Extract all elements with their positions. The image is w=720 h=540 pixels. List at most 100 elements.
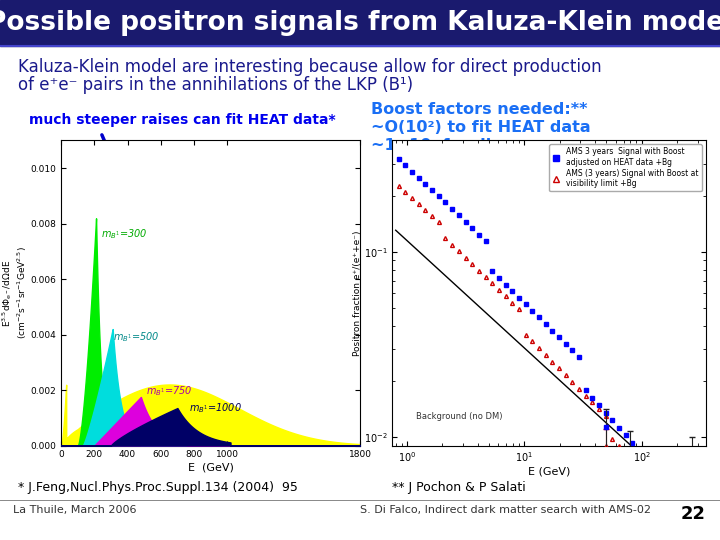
AMS (3 years) Signal with Boost at
visibility limit +Bg (601, 413, 610, 419)
Line: AMS 3 years  Signal with Boost
adjusted on HEAT data +Bg: AMS 3 years Signal with Boost adjusted o… (397, 158, 694, 512)
AMS 3 years  Signal with Boost
adjusted on HEAT data +Bg (581, 387, 590, 394)
Text: Kaluza-Klein model are interesting because allow for direct production: Kaluza-Klein model are interesting becau… (18, 58, 602, 76)
AMS (3 years) Signal with Boost at
visibility limit +Bg (441, 235, 450, 241)
AMS (3 years) Signal with Boost at
visibility limit +Bg (548, 359, 557, 365)
X-axis label: E  (GeV): E (GeV) (188, 462, 233, 472)
AMS 3 years  Signal with Boost
adjusted on HEAT data +Bg (462, 219, 470, 225)
AMS (3 years) Signal with Boost at
visibility limit +Bg (454, 248, 463, 254)
AMS (3 years) Signal with Boost at
visibility limit +Bg (688, 530, 697, 537)
AMS 3 years  Signal with Boost
adjusted on HEAT data +Bg (515, 294, 523, 301)
AMS (3 years) Signal with Boost at
visibility limit +Bg (621, 451, 630, 457)
AMS (3 years) Signal with Boost at
visibility limit +Bg (675, 515, 683, 521)
AMS 3 years  Signal with Boost
adjusted on HEAT data +Bg (688, 507, 697, 513)
AMS 3 years  Signal with Boost
adjusted on HEAT data +Bg (675, 492, 683, 498)
AMS 3 years  Signal with Boost
adjusted on HEAT data +Bg (608, 417, 616, 423)
AMS 3 years  Signal with Boost
adjusted on HEAT data +Bg (488, 268, 497, 275)
Text: ** J Pochon & P Salati: ** J Pochon & P Salati (392, 481, 526, 494)
AMS (3 years) Signal with Boost at
visibility limit +Bg (468, 261, 477, 267)
AMS (3 years) Signal with Boost at
visibility limit +Bg (428, 213, 436, 220)
AMS (3 years) Signal with Boost at
visibility limit +Bg (395, 183, 403, 189)
Text: S. Di Falco, Indirect dark matter search with AMS-02: S. Di Falco, Indirect dark matter search… (360, 505, 651, 515)
AMS (3 years) Signal with Boost at
visibility limit +Bg (462, 254, 470, 261)
AMS (3 years) Signal with Boost at
visibility limit +Bg (681, 523, 690, 529)
Legend: AMS 3 years  Signal with Boost
adjusted on HEAT data +Bg, AMS (3 years) Signal w: AMS 3 years Signal with Boost adjusted o… (549, 144, 702, 191)
AMS 3 years  Signal with Boost
adjusted on HEAT data +Bg (415, 174, 423, 181)
AMS 3 years  Signal with Boost
adjusted on HEAT data +Bg (554, 334, 563, 340)
AMS 3 years  Signal with Boost
adjusted on HEAT data +Bg (634, 447, 643, 454)
AMS (3 years) Signal with Boost at
visibility limit +Bg (662, 499, 670, 505)
AMS 3 years  Signal with Boost
adjusted on HEAT data +Bg (421, 180, 430, 187)
Text: Boost factors needed:**: Boost factors needed:** (371, 102, 588, 117)
AMS (3 years) Signal with Boost at
visibility limit +Bg (495, 287, 503, 293)
AMS (3 years) Signal with Boost at
visibility limit +Bg (642, 475, 650, 482)
AMS (3 years) Signal with Boost at
visibility limit +Bg (534, 345, 543, 352)
AMS 3 years  Signal with Boost
adjusted on HEAT data +Bg (468, 225, 477, 232)
AMS (3 years) Signal with Boost at
visibility limit +Bg (488, 280, 497, 287)
Text: $m_{B^1}$=750: $m_{B^1}$=750 (146, 384, 192, 398)
AMS (3 years) Signal with Boost at
visibility limit +Bg (401, 188, 410, 195)
AMS 3 years  Signal with Boost
adjusted on HEAT data +Bg (395, 156, 403, 163)
AMS 3 years  Signal with Boost
adjusted on HEAT data +Bg (628, 440, 636, 446)
AMS (3 years) Signal with Boost at
visibility limit +Bg (415, 201, 423, 207)
AMS (3 years) Signal with Boost at
visibility limit +Bg (654, 491, 663, 497)
AMS 3 years  Signal with Boost
adjusted on HEAT data +Bg (434, 193, 443, 199)
AMS (3 years) Signal with Boost at
visibility limit +Bg (568, 379, 577, 386)
AMS 3 years  Signal with Boost
adjusted on HEAT data +Bg (534, 314, 543, 321)
Text: of e⁺e⁻ pairs in the annihilations of the LKP (B¹): of e⁺e⁻ pairs in the annihilations of th… (18, 76, 413, 93)
AMS 3 years  Signal with Boost
adjusted on HEAT data +Bg (595, 402, 603, 409)
Text: $m_{B^1}$=500: $m_{B^1}$=500 (112, 330, 159, 344)
Text: ~O(10²) to fit HEAT data: ~O(10²) to fit HEAT data (371, 120, 590, 135)
AMS 3 years  Signal with Boost
adjusted on HEAT data +Bg (588, 395, 597, 401)
Bar (0, 0, 720, 46)
AMS 3 years  Signal with Boost
adjusted on HEAT data +Bg (501, 281, 510, 288)
AMS 3 years  Signal with Boost
adjusted on HEAT data +Bg (668, 484, 677, 491)
AMS 3 years  Signal with Boost
adjusted on HEAT data +Bg (481, 238, 490, 245)
AMS 3 years  Signal with Boost
adjusted on HEAT data +Bg (508, 288, 516, 294)
AMS 3 years  Signal with Boost
adjusted on HEAT data +Bg (428, 187, 436, 193)
AMS 3 years  Signal with Boost
adjusted on HEAT data +Bg (528, 308, 536, 314)
AMS (3 years) Signal with Boost at
visibility limit +Bg (588, 399, 597, 406)
AMS 3 years  Signal with Boost
adjusted on HEAT data +Bg (474, 232, 483, 238)
AMS (3 years) Signal with Boost at
visibility limit +Bg (615, 443, 624, 450)
AMS (3 years) Signal with Boost at
visibility limit +Bg (521, 332, 530, 338)
AMS (3 years) Signal with Boost at
visibility limit +Bg (421, 207, 430, 213)
AMS (3 years) Signal with Boost at
visibility limit +Bg (581, 393, 590, 399)
Text: $m_{B^1}$=300: $m_{B^1}$=300 (101, 227, 148, 241)
AMS (3 years) Signal with Boost at
visibility limit +Bg (501, 293, 510, 300)
AMS (3 years) Signal with Boost at
visibility limit +Bg (474, 267, 483, 274)
Text: Background (no DM): Background (no DM) (416, 412, 503, 421)
AMS (3 years) Signal with Boost at
visibility limit +Bg (575, 386, 583, 392)
AMS 3 years  Signal with Boost
adjusted on HEAT data +Bg (568, 347, 577, 354)
Text: ~1÷10  for discovery: ~1÷10 for discovery (371, 138, 561, 153)
Text: 22: 22 (680, 505, 706, 523)
AMS (3 years) Signal with Boost at
visibility limit +Bg (554, 365, 563, 372)
AMS 3 years  Signal with Boost
adjusted on HEAT data +Bg (615, 424, 624, 431)
AMS (3 years) Signal with Boost at
visibility limit +Bg (628, 459, 636, 465)
AMS (3 years) Signal with Boost at
visibility limit +Bg (434, 219, 443, 226)
AMS (3 years) Signal with Boost at
visibility limit +Bg (668, 507, 677, 513)
AMS 3 years  Signal with Boost
adjusted on HEAT data +Bg (541, 321, 550, 327)
AMS 3 years  Signal with Boost
adjusted on HEAT data +Bg (601, 409, 610, 416)
AMS 3 years  Signal with Boost
adjusted on HEAT data +Bg (575, 354, 583, 360)
AMS 3 years  Signal with Boost
adjusted on HEAT data +Bg (401, 162, 410, 168)
Y-axis label: Positron fraction e⁺/(e⁺+e⁻): Positron fraction e⁺/(e⁺+e⁻) (354, 230, 362, 356)
Y-axis label: $\mathrm{E^{3.5}d\Phi_{e^-}/d\Omega dE}$
$\mathrm{(cm^{-2}s^{-1}sr^{-1}GeV^{2.5}: $\mathrm{E^{3.5}d\Phi_{e^-}/d\Omega dE}$… (0, 246, 29, 340)
Text: * J.Feng,Nucl.Phys.Proc.Suppl.134 (2004)  95: * J.Feng,Nucl.Phys.Proc.Suppl.134 (2004)… (18, 481, 298, 494)
AMS (3 years) Signal with Boost at
visibility limit +Bg (448, 241, 456, 248)
AMS 3 years  Signal with Boost
adjusted on HEAT data +Bg (454, 212, 463, 219)
AMS 3 years  Signal with Boost
adjusted on HEAT data +Bg (441, 199, 450, 206)
Text: much steeper raises can fit HEAT data*: much steeper raises can fit HEAT data* (29, 113, 336, 127)
AMS 3 years  Signal with Boost
adjusted on HEAT data +Bg (408, 168, 416, 175)
AMS 3 years  Signal with Boost
adjusted on HEAT data +Bg (681, 500, 690, 506)
Text: La Thuile, March 2006: La Thuile, March 2006 (13, 505, 137, 515)
AMS (3 years) Signal with Boost at
visibility limit +Bg (408, 195, 416, 201)
AMS (3 years) Signal with Boost at
visibility limit +Bg (508, 300, 516, 306)
AMS (3 years) Signal with Boost at
visibility limit +Bg (595, 406, 603, 413)
AMS 3 years  Signal with Boost
adjusted on HEAT data +Bg (562, 340, 570, 347)
AMS (3 years) Signal with Boost at
visibility limit +Bg (648, 483, 657, 489)
AMS (3 years) Signal with Boost at
visibility limit +Bg (608, 435, 616, 442)
AMS 3 years  Signal with Boost
adjusted on HEAT data +Bg (548, 327, 557, 334)
AMS 3 years  Signal with Boost
adjusted on HEAT data +Bg (648, 462, 657, 468)
AMS 3 years  Signal with Boost
adjusted on HEAT data +Bg (495, 275, 503, 281)
AMS (3 years) Signal with Boost at
visibility limit +Bg (528, 338, 536, 345)
